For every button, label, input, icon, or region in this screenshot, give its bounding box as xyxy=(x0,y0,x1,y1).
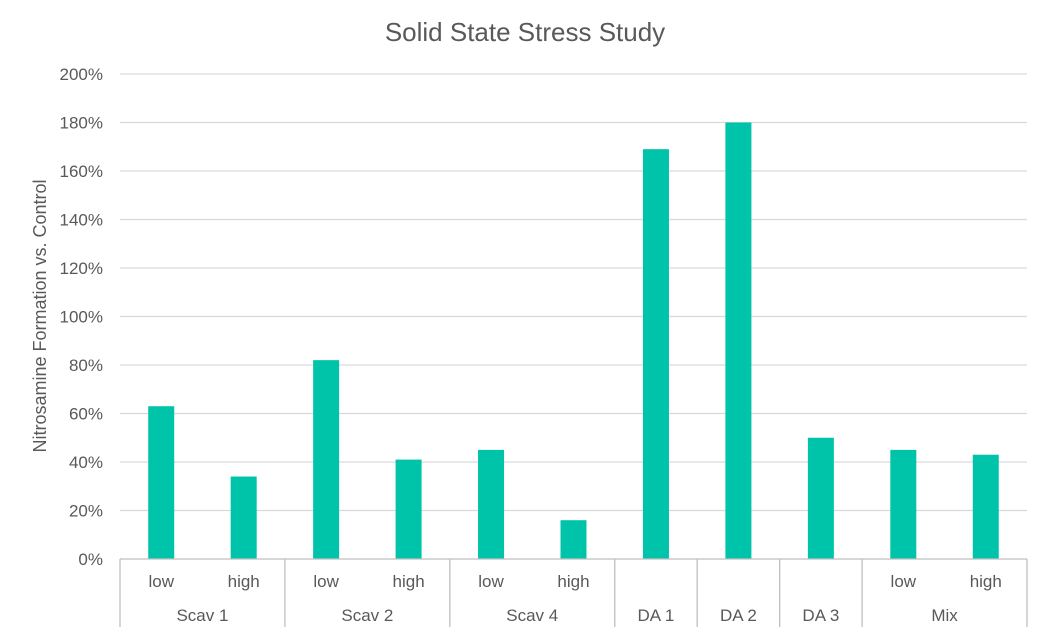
y-tick-label: 60% xyxy=(69,405,103,424)
x-group-label: Scav 1 xyxy=(176,606,228,625)
x-group-label: Scav 4 xyxy=(506,606,558,625)
bar xyxy=(313,360,340,559)
y-tick-label: 160% xyxy=(60,162,103,181)
bar xyxy=(725,122,752,559)
x-group-label: DA 3 xyxy=(802,606,839,625)
y-tick-label: 20% xyxy=(69,502,103,521)
x-category-label: low xyxy=(891,572,917,591)
bar xyxy=(972,454,999,559)
bar xyxy=(807,437,834,559)
x-category-label: high xyxy=(393,572,425,591)
chart-title: Solid State Stress Study xyxy=(385,17,665,47)
x-category-label: low xyxy=(313,572,339,591)
y-tick-label: 180% xyxy=(60,114,103,133)
y-tick-label: 80% xyxy=(69,356,103,375)
x-category-label: low xyxy=(148,572,174,591)
y-axis-label: Nitrosamine Formation vs. Control xyxy=(30,179,50,452)
y-tick-label: 0% xyxy=(78,550,103,569)
bar xyxy=(890,449,917,559)
x-group-label: DA 2 xyxy=(720,606,757,625)
y-tick-label: 120% xyxy=(60,259,103,278)
y-tick-label: 100% xyxy=(60,308,103,327)
bar xyxy=(148,406,175,559)
x-category-label: low xyxy=(478,572,504,591)
bar xyxy=(395,459,422,559)
x-category-label: high xyxy=(557,572,589,591)
y-tick-label: 40% xyxy=(69,453,103,472)
x-category-label: high xyxy=(970,572,1002,591)
bar xyxy=(560,520,587,559)
gridlines xyxy=(120,73,1027,512)
bars xyxy=(148,122,999,560)
x-group-label: DA 1 xyxy=(638,606,675,625)
x-group-label: Scav 2 xyxy=(341,606,393,625)
y-tick-label: 200% xyxy=(60,65,103,84)
x-group-label: Mix xyxy=(931,606,958,625)
bar xyxy=(478,449,505,559)
y-tick-label: 140% xyxy=(60,211,103,230)
y-axis-ticks: 0% 20% 40% 60% 80% 100% 120% 140% 160% 180% 200% xyxy=(60,65,103,569)
bar xyxy=(642,149,669,560)
x-category-label: high xyxy=(228,572,260,591)
bar xyxy=(230,476,257,559)
